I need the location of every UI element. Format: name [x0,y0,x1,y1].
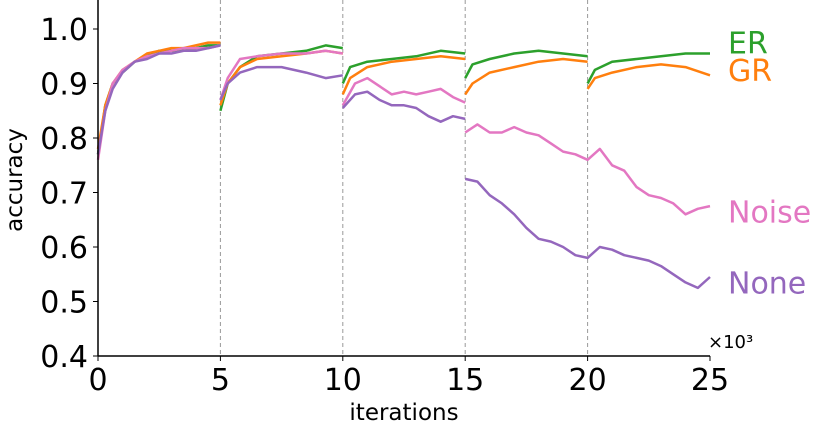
y-tick-label: 0.8 [40,122,88,157]
series-line-gr-segment [464,57,588,96]
y-tick-label: 0.7 [40,177,88,212]
series-line-none-segment [96,44,221,155]
series-line-er-segment [586,52,710,85]
y-tick-labels: 0.4 0.5 0.6 0.7 0.8 0.9 1.0 [40,13,98,375]
series-line-none-segment [341,90,466,123]
series-label-noise: Noise [728,196,811,231]
y-tick-label: 0.4 [40,340,88,375]
series-label-gr: GR [728,54,772,89]
x-axis-label: iterations [349,400,458,426]
y-tick-label: 0.5 [40,286,88,321]
series-line-er-segment [464,49,588,79]
y-axis-label: accuracy [2,128,28,232]
x-tick-label: 10 [324,363,362,398]
series-line-noise-segment [341,76,466,106]
series-line-er-segment [341,49,466,85]
x-multiplier-label: ×10³ [708,332,753,353]
series-line-none-segment [219,65,344,101]
x-tick-labels: 0 5 10 15 20 25 [88,356,729,398]
series-label-none: None [728,266,806,301]
series-line-er-segment [96,44,221,155]
series-layer [96,41,711,290]
series-line-none-segment [464,177,711,290]
series-line-noise-segment [219,49,343,101]
x-tick-label: 0 [88,363,107,398]
series-line-noise-segment [464,123,711,216]
y-tick-label: 1.0 [40,13,88,48]
x-tick-label: 5 [211,363,230,398]
series-line-gr-segment [586,63,711,90]
series-line-gr-segment [96,41,221,150]
y-tick-label: 0.9 [40,68,88,103]
x-tick-label: 25 [691,363,729,398]
series-label-er: ER [728,27,768,62]
task-boundary-lines [219,0,589,356]
x-tick-label: 15 [446,363,484,398]
x-tick-label: 20 [569,363,607,398]
series-line-noise-segment [96,44,221,160]
series-line-gr-segment [341,55,466,95]
y-tick-label: 0.6 [40,231,88,266]
